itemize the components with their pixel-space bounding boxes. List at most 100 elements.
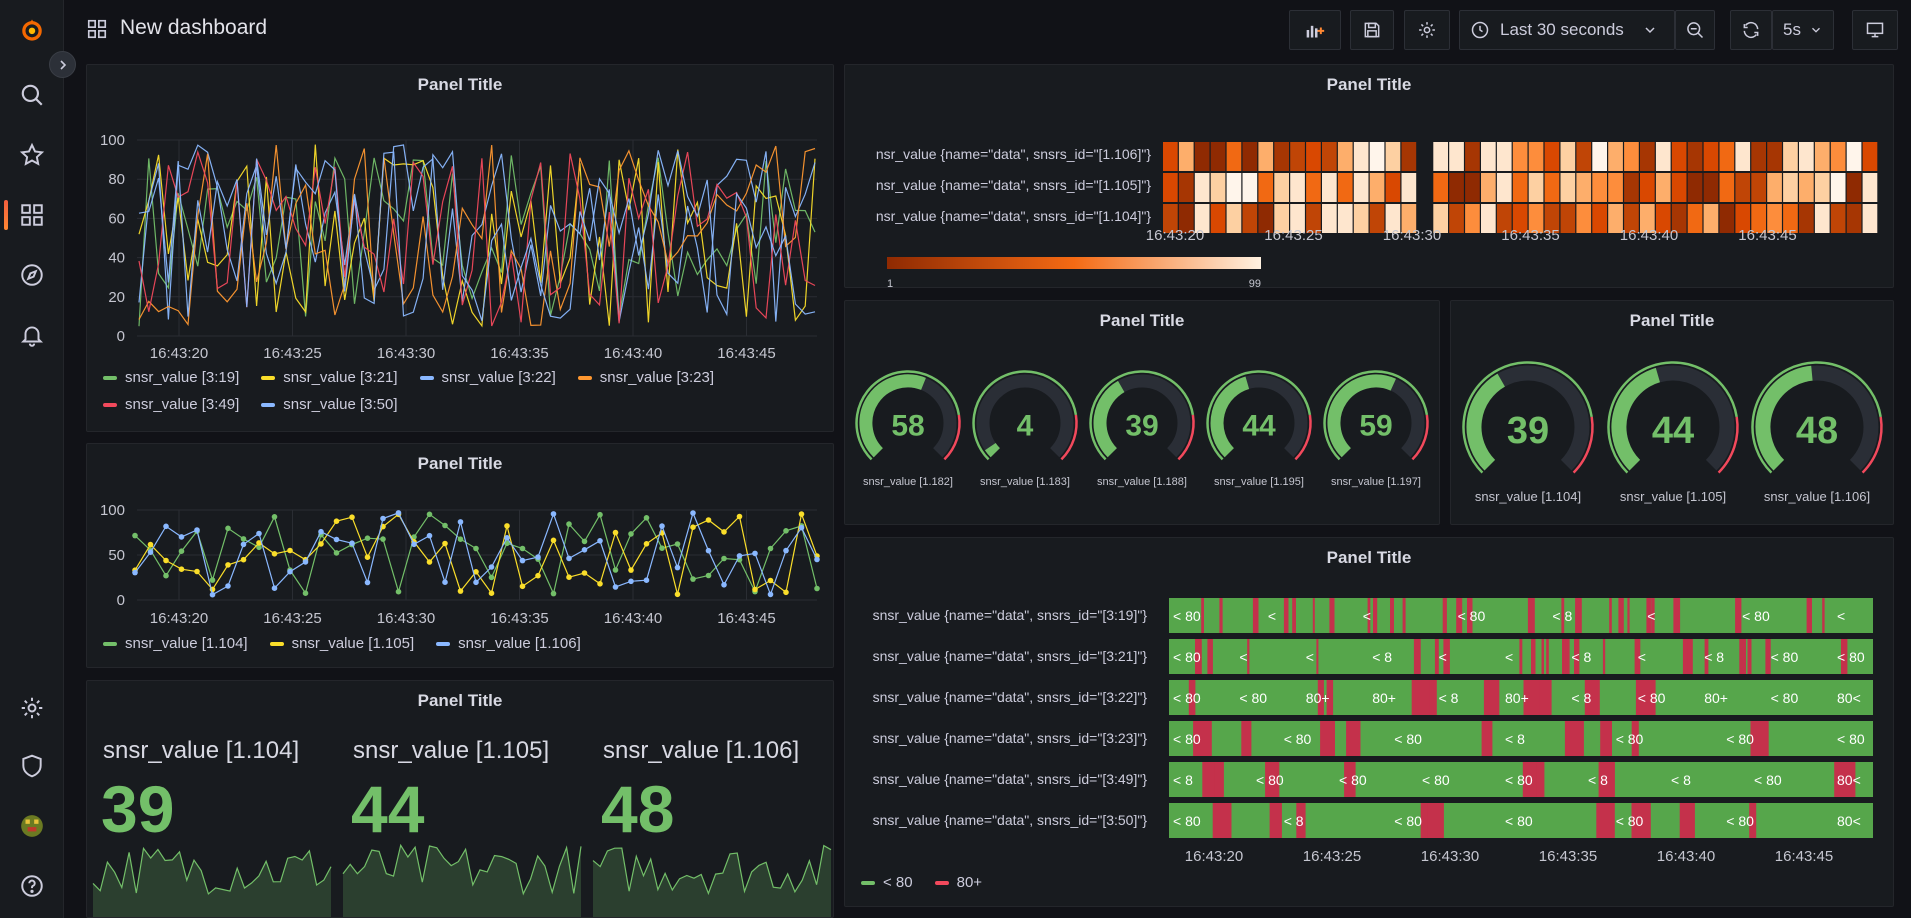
heatmap-cell [1846,173,1862,202]
heatmap-cell [1496,173,1512,202]
data-point [209,577,216,583]
panel-gauges-five[interactable]: Panel Title 58 snsr_value [1.182] 4 snsr_va… [844,300,1440,525]
expand-sidebar-button[interactable] [49,51,76,78]
state-value-label: < 80 [1394,813,1422,829]
heatmap-cell [1592,142,1607,171]
state-value-label: < 80 [1742,608,1770,624]
legend-item[interactable]: snsr_value [3:23] [577,369,714,386]
grafana-logo-icon[interactable] [16,14,48,46]
legend-item[interactable]: snsr_value [1.104] [103,635,248,652]
legend-label: snsr_value [3:22] [441,369,556,386]
time-range-picker[interactable]: Last 30 seconds [1459,10,1675,50]
panel-title[interactable]: Panel Title [1326,75,1412,94]
state-segment-red [1635,680,1656,715]
dashboard-settings-button[interactable] [1404,10,1450,50]
state-value-label: 80< [1837,772,1861,788]
panel-heatmap[interactable]: Panel Title nsr_value {name="data", snsr… [844,64,1894,288]
x-tick-label: 16:43:25 [1303,848,1361,865]
heatmap-cell [1178,204,1194,233]
heatmap-cell [1433,204,1448,233]
search-icon[interactable] [16,79,48,111]
state-segment-red [1596,803,1615,838]
server-admin-shield-icon[interactable] [16,750,48,782]
heatmap-cell [1560,142,1576,171]
heatmap-cell [1560,173,1576,202]
panel-title[interactable]: Panel Title [417,454,503,473]
help-icon[interactable] [16,870,48,902]
refresh-icon [1743,21,1759,39]
state-value-label: < [1647,608,1655,624]
heatmap-cell [1735,142,1751,171]
gauge-threshold-green [1323,370,1429,461]
state-row: < 80 < 8 < 80 < 80 < 80 < 80 80< [1169,803,1873,838]
gauge-value: 58 [891,410,924,443]
state-segment-red [1527,598,1535,633]
explore-icon[interactable] [16,259,48,291]
panel-title[interactable]: Panel Title [417,75,503,94]
panel-title[interactable]: Panel Title [1099,311,1185,330]
cycle-view-mode-button[interactable] [1852,10,1898,50]
data-point [349,540,355,546]
legend-item[interactable]: snsr_value [3:50] [261,396,398,413]
legend-item[interactable]: snsr_value [3:22] [419,369,556,386]
x-tick-label: 16:43:35 [1501,227,1559,244]
state-segment-red [1195,639,1201,674]
heatmap-row-label: nsr_value {name="data", snsrs_id="[1.104… [876,208,1151,224]
legend-item[interactable]: snsr_value [3:49] [103,396,239,413]
state-segment-red [1651,598,1655,633]
panel-timeseries-points[interactable]: Panel Title 0 50 100 16:43:20 16:43:25 16:43… [86,443,834,668]
refresh-interval-picker[interactable]: 5s [1772,10,1834,50]
legend-item[interactable]: snsr_value [1.105] [269,635,414,652]
sparkline-area [593,845,831,917]
state-value-label: < 8 [1552,608,1572,624]
data-point [628,578,634,585]
data-point [178,548,185,554]
gauge-label: snsr_value [1.197] [1331,476,1421,488]
data-point [318,541,324,547]
data-point [147,549,154,555]
heatmap-cell [1465,204,1480,233]
gauges-group: 58 snsr_value [1.182] 4 snsr_value [1.183] 3… [855,370,1429,488]
panel-timeseries-multi[interactable]: Panel Title 0 20 40 60 80 100 16:43:20 16:43:2… [86,64,834,432]
dashboard-title[interactable]: New dashboard [120,16,268,39]
panel-title[interactable]: Panel Title [1326,548,1412,567]
add-panel-button[interactable] [1289,10,1341,50]
panel-state-timeline[interactable]: Panel Title snsr_value {name="data", sns… [844,537,1894,907]
state-segment-red [1531,639,1536,674]
legend-item[interactable]: 80+ [934,874,983,891]
heatmap-cell [1274,173,1289,202]
legend-item[interactable]: snsr_value [1.106] [436,635,581,652]
heatmap-cell [1671,204,1687,233]
user-avatar[interactable] [16,810,48,842]
series-line [138,149,816,321]
heatmap-cell [1496,142,1512,171]
legend-label: 80+ [956,874,983,891]
data-point [256,544,262,551]
state-segment-red [1252,598,1259,633]
panel-title[interactable]: Panel Title [417,691,503,710]
heatmap-cell [1306,173,1321,202]
dashboards-icon[interactable] [16,199,48,231]
save-dashboard-button[interactable] [1350,10,1394,50]
data-point [721,529,727,535]
starred-icon[interactable] [16,139,48,171]
panel-title[interactable]: Panel Title [1629,311,1715,330]
legend-swatch [103,402,117,407]
legend-item[interactable]: snsr_value [3:21] [261,369,398,386]
data-point [318,528,324,535]
alerting-bell-icon[interactable] [16,319,48,351]
legend-item[interactable]: snsr_value [3:19] [103,369,239,386]
gauge-label: snsr_value [1.188] [1097,476,1187,488]
zoom-out-button[interactable] [1675,10,1715,50]
x-tick-label: 16:43:45 [717,610,775,627]
gauge-value-arc [984,442,1001,458]
x-tick-label: 16:43:35 [490,345,548,362]
refresh-button[interactable] [1730,10,1772,50]
legend-item[interactable]: < 80 [861,874,913,891]
x-tick-label: 16:43:40 [1657,848,1715,865]
configuration-gear-icon[interactable] [16,692,48,724]
heatmap-cell [1624,204,1639,233]
panel-gauges-three[interactable]: Panel Title 39 snsr_value [1.104] 44 snsr_v… [1450,300,1894,525]
panel-stat[interactable]: Panel Title snsr_value [1.104] 39 snsr_v… [86,680,834,918]
data-point [364,554,371,560]
